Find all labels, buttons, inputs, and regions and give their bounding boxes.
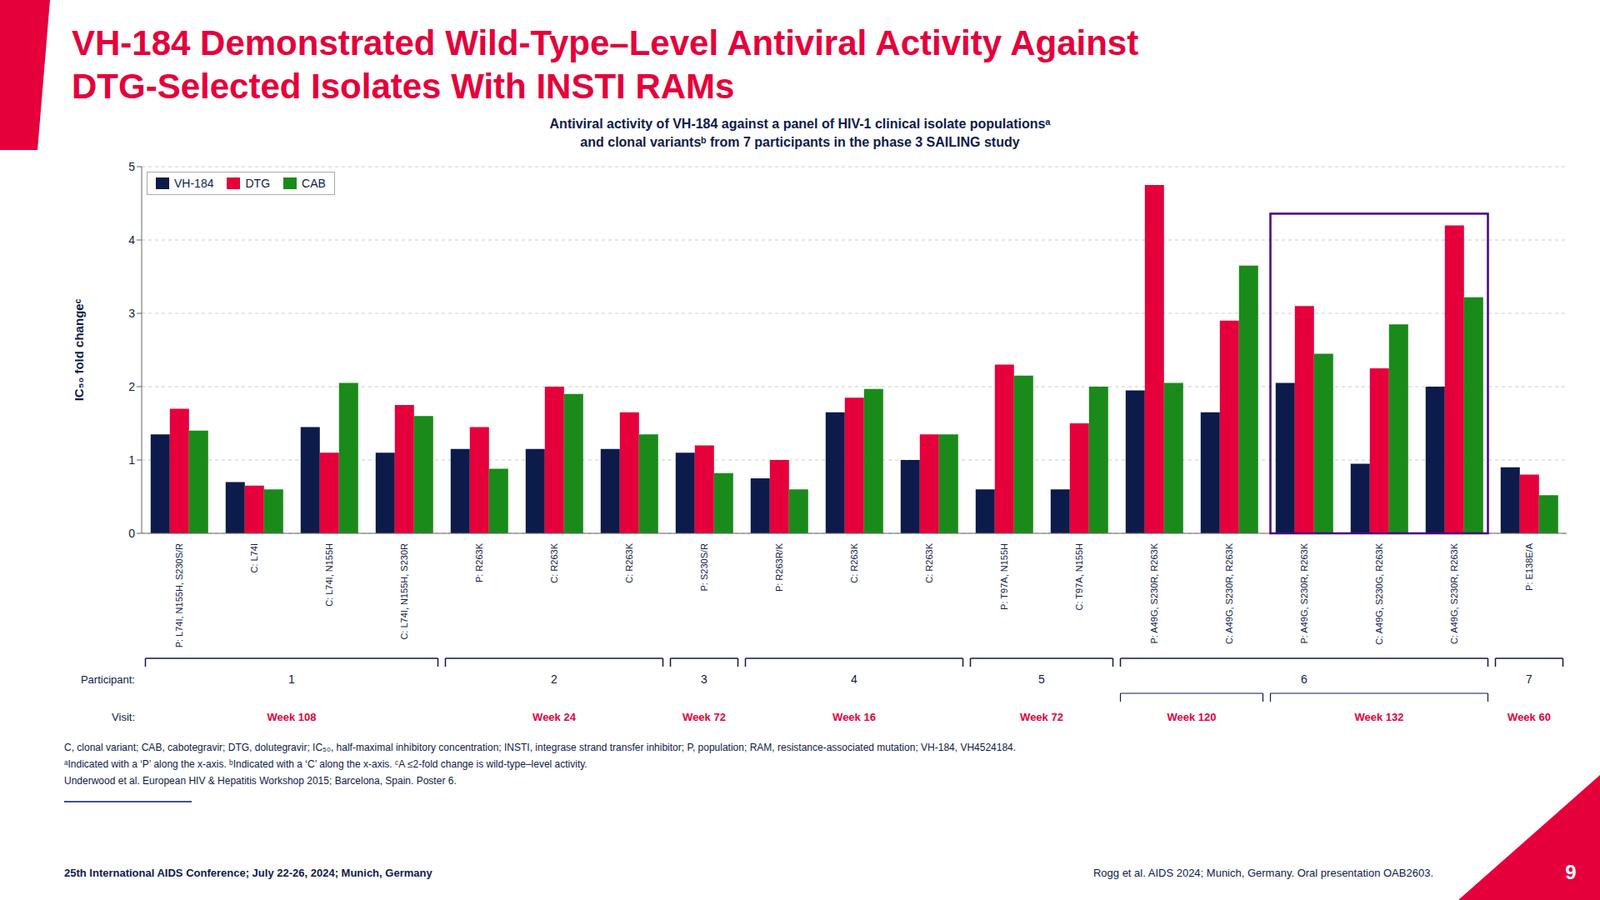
html-text:CAB: CAB: [301, 176, 326, 190]
svg-text:Week 72: Week 72: [682, 710, 726, 724]
html-text:VH-184: VH-184: [174, 176, 214, 190]
svg-text:1: 1: [128, 453, 135, 467]
svg-text:Week 24: Week 24: [532, 710, 577, 724]
svg-text:4: 4: [128, 233, 135, 247]
html-text:DTG: DTG: [245, 176, 270, 190]
svg-text:1: 1: [288, 672, 295, 686]
html-text:Antiviral activity of VH-184 a: Antiviral activity of VH-184 against a p…: [549, 116, 1051, 131]
svg-text:6: 6: [1300, 672, 1308, 686]
svg-text:0: 0: [128, 526, 135, 540]
html-text:DTG-Selected Isolates With INS: DTG-Selected Isolates With INSTI RAMs: [71, 66, 735, 106]
svg-text:P: E138E/A: P: E138E/A: [1524, 542, 1535, 591]
html-text:25th International AIDS Confer: 25th International AIDS Conference; July…: [64, 866, 433, 880]
svg-text:C: R263K: C: R263K: [549, 542, 560, 583]
svg-text:P: T97A, N155H: P: T97A, N155H: [999, 543, 1010, 610]
svg-text:P: L74I, N155H, S230S/R: P: L74I, N155H, S230S/R: [174, 543, 185, 648]
svg-text:Week 72: Week 72: [1020, 710, 1064, 724]
svg-text:C: L74I: C: L74I: [249, 543, 260, 573]
svg-text:C: A49G, S230G, R263K: C: A49G, S230G, R263K: [1374, 542, 1385, 645]
svg-text:2: 2: [550, 672, 558, 686]
svg-text:9: 9: [1565, 860, 1576, 884]
svg-text:C: R263K: C: R263K: [924, 542, 935, 583]
html-text:and clonal variantsᵇ from 7 pa: and clonal variantsᵇ from 7 participants…: [580, 135, 1020, 150]
svg-text:Week 108: Week 108: [266, 710, 316, 724]
svg-text:Week 16: Week 16: [832, 710, 876, 724]
svg-text:C: R263K: C: R263K: [624, 542, 635, 583]
svg-text:Visit:: Visit:: [111, 710, 135, 724]
svg-text:P: R263K: P: R263K: [474, 542, 485, 583]
svg-text:7: 7: [1525, 672, 1533, 686]
svg-text:3: 3: [700, 672, 708, 686]
svg-text:C: A49G, S230R, R263K: C: A49G, S230R, R263K: [1449, 542, 1460, 645]
svg-text:C: T97A, N155H: C: T97A, N155H: [1074, 543, 1085, 611]
svg-text:Week 120: Week 120: [1166, 710, 1216, 724]
svg-text:2: 2: [128, 380, 135, 394]
svg-text:C: L74I, N155H: C: L74I, N155H: [324, 543, 335, 607]
svg-text:4: 4: [850, 672, 858, 686]
svg-text:3: 3: [128, 306, 135, 320]
html-text:ᵃIndicated with a ‘P’ along th: ᵃIndicated with a ‘P’ along the x-axis. …: [64, 758, 588, 770]
svg-text:Week 60: Week 60: [1507, 710, 1551, 724]
svg-text:C: A49G, S230R, R263K: C: A49G, S230R, R263K: [1224, 542, 1235, 645]
svg-text:P: A49G, S230R, R263K: P: A49G, S230R, R263K: [1299, 542, 1310, 644]
svg-text:IC₅₀ fold changeᶜ: IC₅₀ fold changeᶜ: [75, 298, 86, 401]
html-text:C, clonal variant; CAB, cabote: C, clonal variant; CAB, cabotegravir; DT…: [64, 741, 1016, 754]
svg-text:P: A49G, S230R, R263K: P: A49G, S230R, R263K: [1149, 542, 1160, 644]
svg-text:C: R263K: C: R263K: [849, 542, 860, 583]
svg-text:P: R263R/K: P: R263R/K: [774, 542, 785, 592]
svg-text:C: L74I, N155H, S230R: C: L74I, N155H, S230R: [399, 543, 410, 640]
svg-text:Week 132: Week 132: [1354, 710, 1404, 724]
html-text:VH-184 Demonstrated Wild-Type–: VH-184 Demonstrated Wild-Type–Level Anti…: [71, 23, 1139, 63]
html-text:Rogg et al. AIDS 2024; Munich,: Rogg et al. AIDS 2024; Munich, Germany. …: [1093, 866, 1434, 880]
svg-text:P: S230S/R: P: S230S/R: [699, 543, 710, 592]
svg-text:5: 5: [128, 160, 135, 174]
svg-text:Participant:: Participant:: [80, 673, 135, 686]
svg-text:5: 5: [1038, 672, 1045, 686]
html-text:Underwood et al. European HIV: Underwood et al. European HIV & Hepatiti…: [64, 775, 457, 787]
